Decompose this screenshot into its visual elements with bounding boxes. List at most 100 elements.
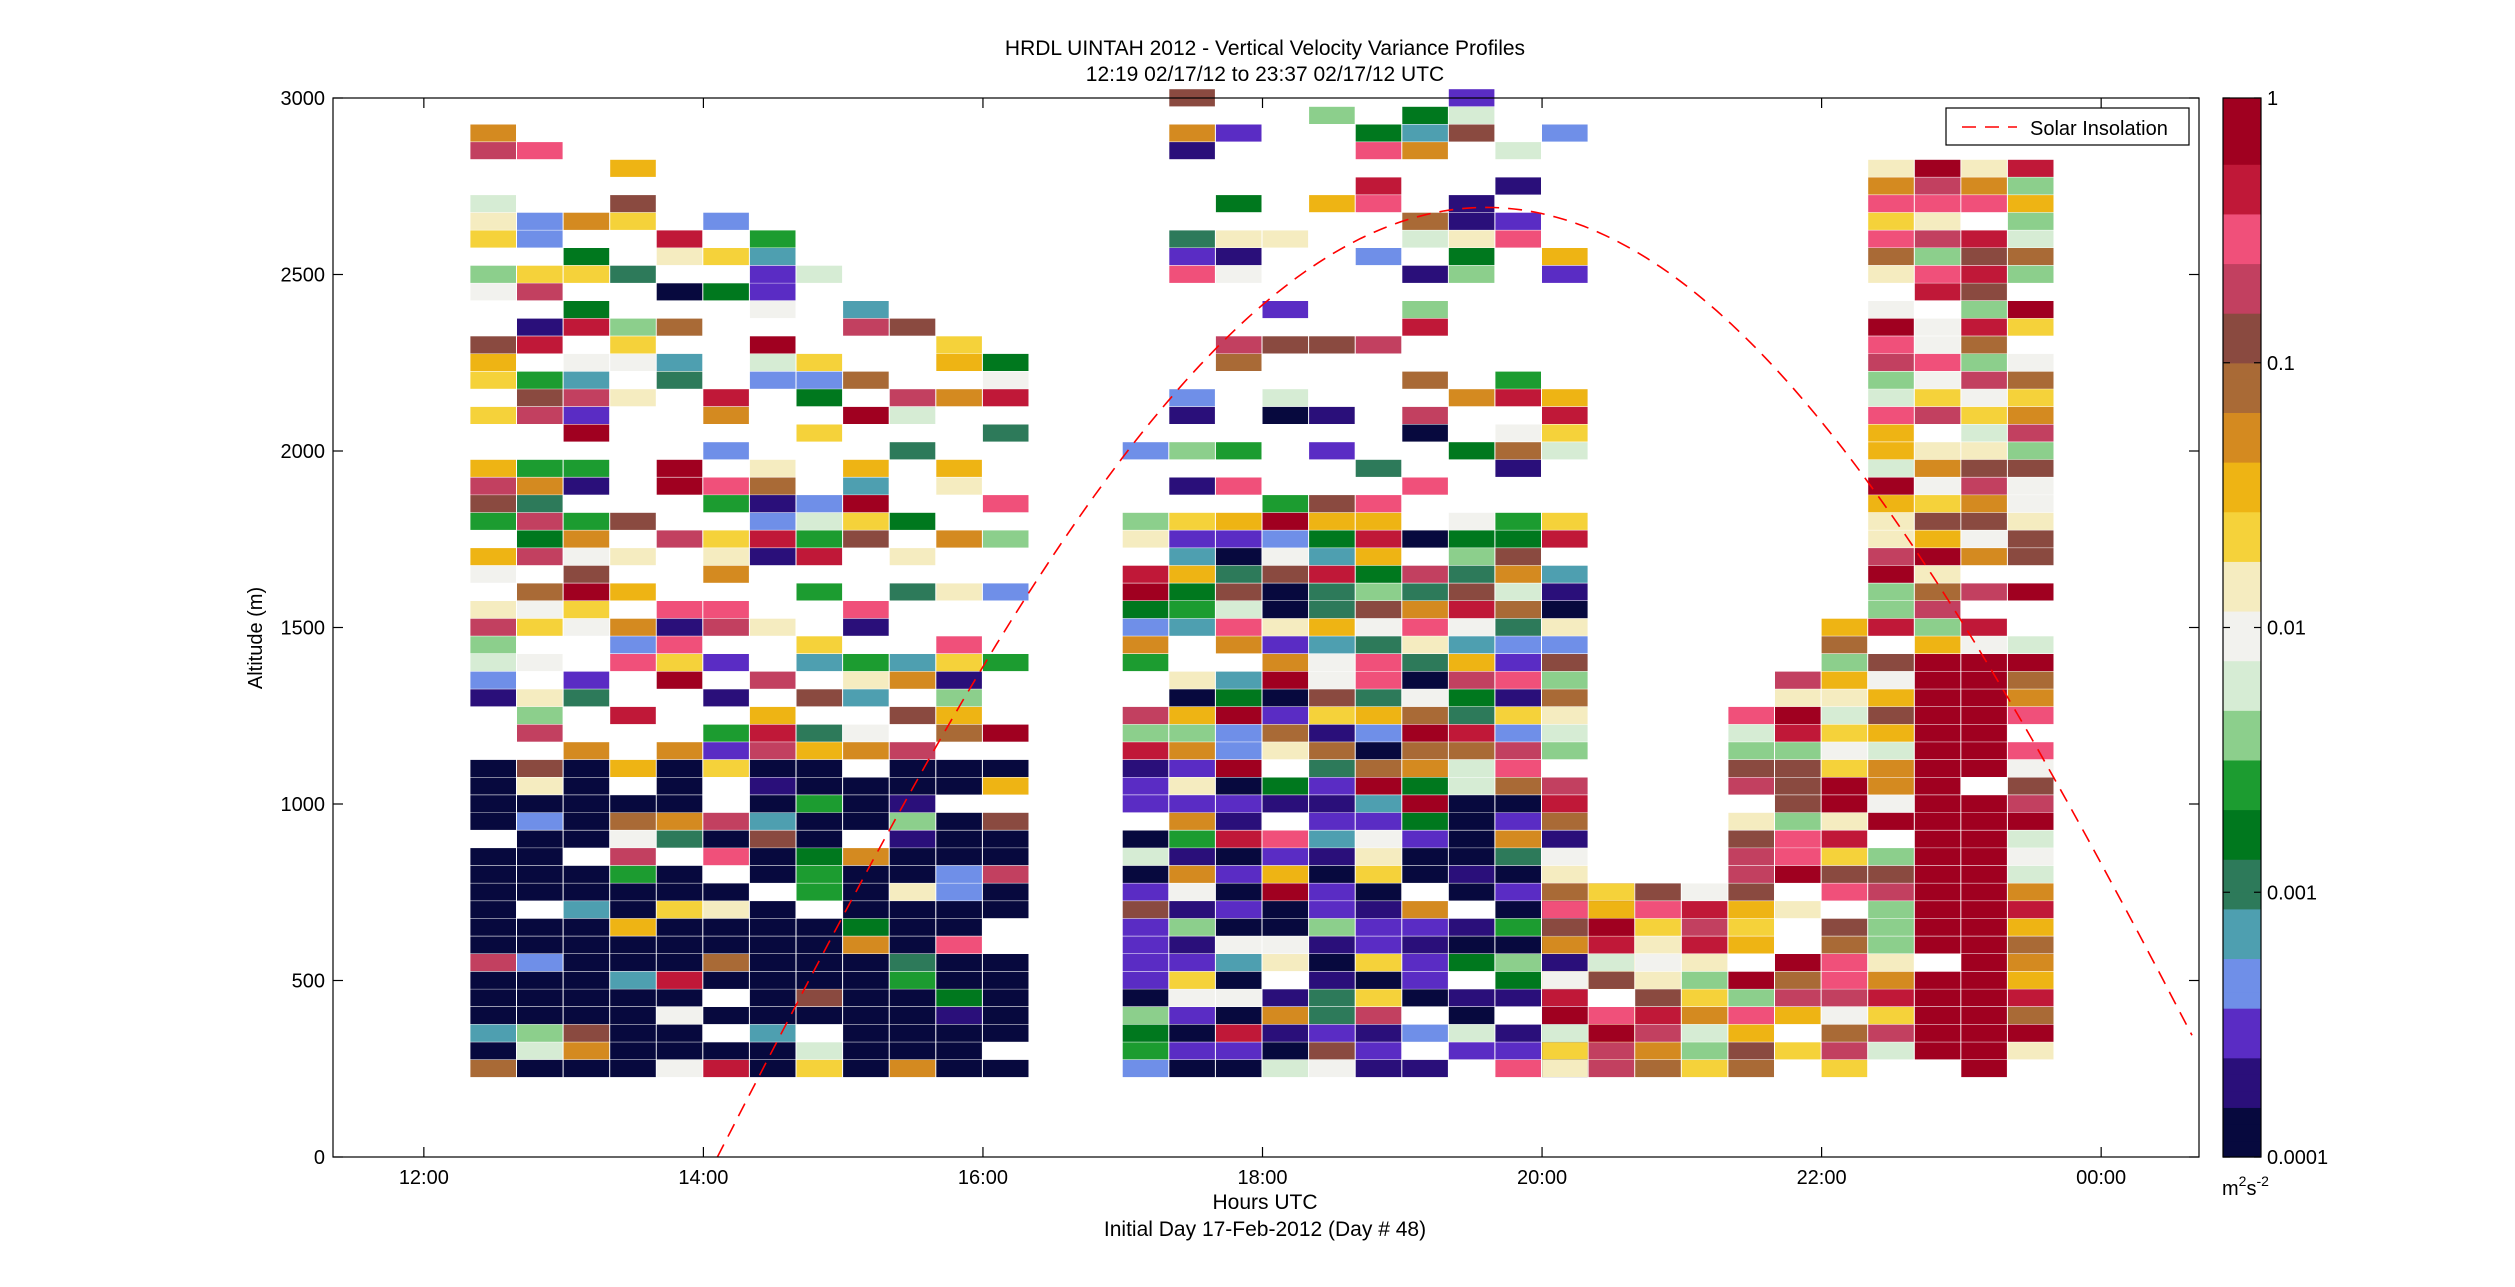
variance-cell: [1542, 954, 1588, 972]
variance-cell: [1262, 530, 1309, 548]
variance-cell: [1961, 353, 2007, 371]
variance-cell: [1588, 936, 1635, 954]
variance-cell: [2007, 477, 2054, 495]
variance-cell: [1588, 1042, 1635, 1060]
variance-cell: [1122, 795, 1169, 813]
variance-cell: [517, 230, 563, 248]
variance-cell: [1215, 442, 1262, 460]
variance-cell: [563, 812, 610, 830]
variance-cell: [796, 689, 843, 707]
variance-cell: [517, 495, 563, 513]
colorbar-unit: m2s-2: [2222, 1173, 2269, 1200]
variance-cell: [517, 406, 563, 424]
colorbar-band: [2223, 1107, 2261, 1125]
variance-cell: [843, 883, 889, 901]
variance-cell: [563, 389, 610, 407]
variance-cell: [610, 548, 656, 566]
variance-cell: [1402, 230, 1448, 248]
variance-cell: [470, 336, 516, 354]
variance-cell: [1309, 724, 1355, 742]
variance-cell: [1961, 159, 2007, 177]
variance-cell: [517, 618, 563, 636]
variance-cell: [1448, 636, 1495, 654]
variance-cell: [1169, 124, 1215, 142]
variance-cell: [1495, 742, 1541, 760]
variance-cell: [1215, 865, 1262, 883]
variance-cell: [610, 936, 656, 954]
variance-cell: [2007, 442, 2054, 460]
variance-cell: [1914, 971, 1961, 989]
variance-cell: [1402, 1024, 1448, 1042]
variance-cell: [517, 848, 563, 866]
variance-cell: [982, 654, 1029, 672]
variance-cell: [1169, 954, 1215, 972]
variance-cell: [843, 918, 889, 936]
variance-cell: [517, 759, 563, 777]
variance-cell: [470, 124, 516, 142]
variance-cell: [1775, 759, 1821, 777]
variance-cell: [1728, 989, 1774, 1007]
variance-cell: [936, 848, 982, 866]
variance-cell: [1402, 918, 1448, 936]
variance-cell: [1961, 971, 2007, 989]
variance-cell: [1961, 706, 2007, 725]
variance-cell: [889, 654, 936, 672]
variance-cell: [1914, 389, 1961, 407]
variance-cell: [563, 918, 610, 936]
variance-cell: [796, 636, 843, 654]
variance-cell: [1914, 830, 1961, 848]
variance-cell: [1868, 812, 1914, 830]
variance-cell: [1495, 530, 1541, 548]
variance-cell: [749, 1059, 796, 1078]
variance-cell: [1868, 159, 1914, 177]
variance-cell: [1355, 636, 1402, 654]
variance-cell: [1402, 424, 1448, 442]
variance-cell: [610, 212, 656, 230]
variance-cell: [1821, 1024, 1868, 1042]
colorbar-band: [2223, 577, 2261, 596]
variance-cell: [517, 795, 563, 813]
variance-cell: [1961, 230, 2007, 248]
variance-cell: [796, 512, 843, 530]
variance-cell: [470, 283, 516, 301]
variance-cell: [563, 865, 610, 883]
variance-cell: [1215, 777, 1262, 795]
variance-cell: [470, 548, 516, 566]
variance-cell: [1309, 689, 1355, 707]
variance-cell: [1262, 654, 1309, 672]
variance-cell: [982, 1059, 1029, 1078]
variance-cell: [796, 759, 843, 777]
variance-cell: [1728, 901, 1774, 919]
variance-cell: [610, 954, 656, 972]
variance-cell: [1122, 706, 1169, 725]
variance-cell: [982, 495, 1029, 513]
variance-cell: [2007, 548, 2054, 566]
variance-cell: [1914, 618, 1961, 636]
variance-cell: [1169, 565, 1215, 583]
variance-cell: [1542, 512, 1588, 530]
legend-label: Solar Insolation: [2030, 118, 2168, 140]
variance-cell: [796, 548, 843, 566]
variance-cell: [1355, 1007, 1402, 1025]
variance-cell: [1961, 742, 2007, 760]
variance-cell: [656, 530, 703, 548]
variance-cell: [610, 1024, 656, 1042]
variance-cell: [1914, 936, 1961, 954]
variance-cell: [982, 989, 1029, 1007]
variance-cell: [1309, 512, 1355, 530]
variance-cell: [749, 865, 796, 883]
y-axis-ticks: 0 500 1000 1500 2000 2500 3000: [281, 88, 2199, 1169]
variance-cell: [1821, 742, 1868, 760]
variance-cell: [796, 530, 843, 548]
variance-cell: [1355, 459, 1402, 477]
variance-cell: [470, 971, 516, 989]
variance-cell: [470, 795, 516, 813]
variance-cell: [1868, 795, 1914, 813]
variance-cell: [1309, 901, 1355, 919]
variance-cell: [1402, 142, 1448, 160]
variance-cell: [749, 495, 796, 513]
variance-cell: [1542, 918, 1588, 936]
variance-cell: [1355, 601, 1402, 619]
variance-cell: [889, 1042, 936, 1060]
variance-cell: [982, 424, 1029, 442]
